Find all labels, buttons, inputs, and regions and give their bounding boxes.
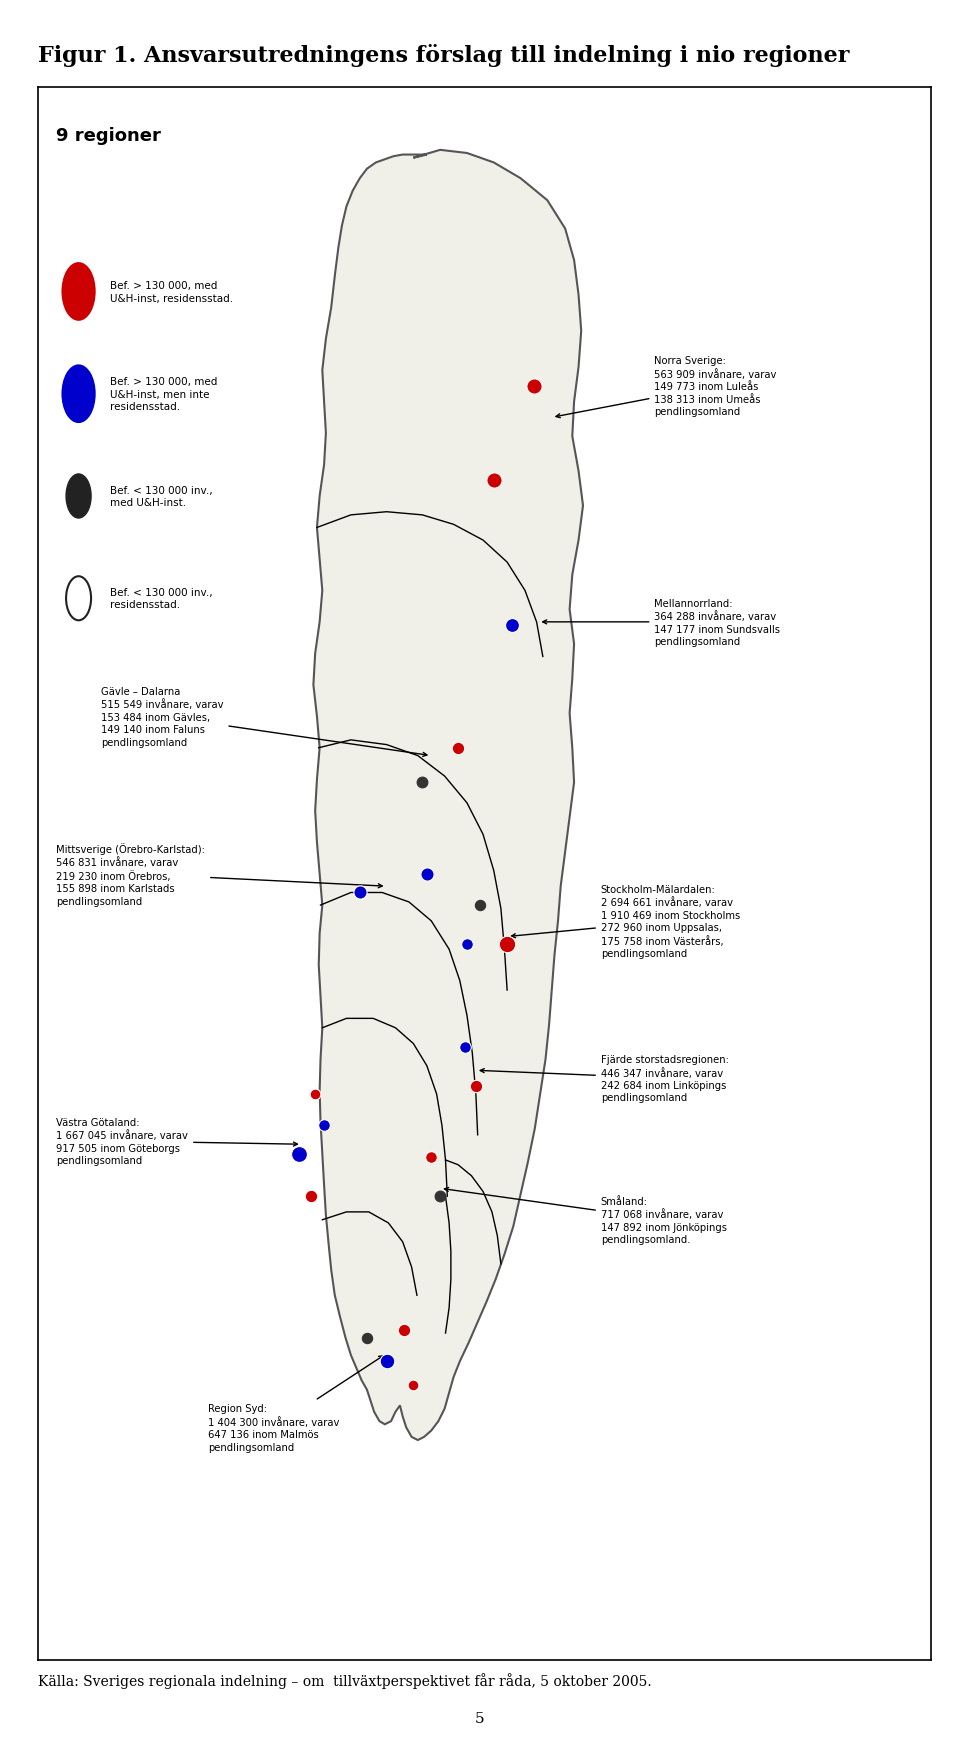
Text: Mittsverige (Örebro-Karlstad):
546 831 invånare, varav
219 230 inom Örebros,
155: Mittsverige (Örebro-Karlstad): 546 831 i… [57,842,382,907]
Polygon shape [313,151,583,1441]
Text: Bef. > 130 000, med
U&H-inst, residensstad.: Bef. > 130 000, med U&H-inst, residensst… [109,281,233,304]
Circle shape [62,365,95,423]
Text: Fjärde storstadsregionen:
446 347 invånare, varav
242 684 inom Linköpings
pendli: Fjärde storstadsregionen: 446 347 invåna… [480,1054,729,1103]
Point [359,1325,374,1353]
Text: Bef. < 130 000 inv.,
residensstad.: Bef. < 130 000 inv., residensstad. [109,589,212,610]
Point [499,931,515,959]
Point [292,1140,307,1168]
Point [504,611,519,640]
Text: Småland:
717 068 invånare, varav
147 892 inom Jönköpings
pendlingsomland.: Småland: 717 068 invånare, varav 147 892… [444,1188,727,1244]
Circle shape [66,474,91,518]
Point [396,1316,412,1344]
Point [415,770,430,798]
Circle shape [62,264,95,320]
Point [352,878,368,907]
Text: Norra Sverige:
563 909 invånare, varav
149 773 inom Luleås
138 313 inom Umeås
pe: Norra Sverige: 563 909 invånare, varav 1… [556,357,777,418]
Text: Västra Götaland:
1 667 045 invånare, varav
917 505 inom Göteborgs
pendlingsomlan: Västra Götaland: 1 667 045 invånare, var… [57,1117,298,1165]
Text: 5: 5 [475,1711,485,1725]
Point [317,1112,332,1140]
Point [526,372,541,401]
Text: Stockholm-Mälardalen:
2 694 661 invånare, varav
1 910 469 inom Stockholms
272 96: Stockholm-Mälardalen: 2 694 661 invånare… [512,884,740,958]
Point [307,1081,323,1109]
Point [468,1072,484,1100]
Text: Region Syd:
1 404 300 invånare, varav
647 136 inom Malmös
pendlingsomland: Region Syd: 1 404 300 invånare, varav 64… [208,1356,383,1451]
Text: Figur 1. Ansvarsutredningens förslag till indelning i nio regioner: Figur 1. Ansvarsutredningens förslag til… [38,44,850,67]
Point [486,467,501,495]
Text: Bef. < 130 000 inv.,
med U&H-inst.: Bef. < 130 000 inv., med U&H-inst. [109,485,212,508]
Point [458,1033,473,1061]
Point [472,891,488,919]
Point [379,1348,395,1376]
Point [423,1144,439,1172]
Point [450,734,466,763]
Point [303,1182,319,1211]
Point [420,861,435,889]
Text: Källa: Sveriges regionala indelning – om  tillväxtperspektivet får råda, 5 oktob: Källa: Sveriges regionala indelning – om… [38,1673,652,1688]
Point [406,1370,421,1399]
Text: Gävle – Dalarna
515 549 invånare, varav
153 484 inom Gävles,
149 140 inom Faluns: Gävle – Dalarna 515 549 invånare, varav … [101,687,427,757]
Text: Mellannorrland:
364 288 invånare, varav
147 177 inom Sundsvalls
pendlingsomland: Mellannorrland: 364 288 invånare, varav … [542,599,780,647]
Point [432,1182,447,1211]
Text: 9 regioner: 9 regioner [57,127,161,146]
Point [459,931,474,959]
Text: Bef. > 130 000, med
U&H-inst, men inte
residensstad.: Bef. > 130 000, med U&H-inst, men inte r… [109,378,217,411]
